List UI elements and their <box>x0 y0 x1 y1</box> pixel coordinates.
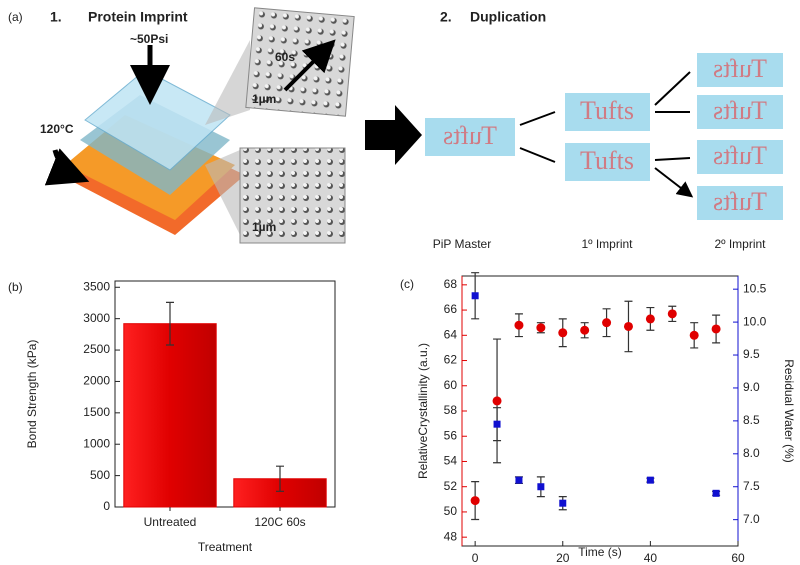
y-axis-title: RelativeCrystallinity (a.u.) <box>416 343 430 479</box>
y-tick-label: 2000 <box>83 374 110 388</box>
y-tick-label: 62 <box>444 353 458 367</box>
y-tick-label: 9.0 <box>743 380 760 394</box>
y-tick-label: 8.5 <box>743 413 760 427</box>
point <box>646 476 654 484</box>
scale-label: 1µm <box>252 92 276 106</box>
step-number: 1. <box>50 9 62 25</box>
scale-label: 1µm <box>252 220 276 234</box>
stage-label: 1º Imprint <box>581 237 633 251</box>
point <box>559 499 567 507</box>
x-axis-title: Time (s) <box>578 545 622 559</box>
stage-label: 2º Imprint <box>714 237 766 251</box>
y-tick-label: 54 <box>444 454 458 468</box>
point <box>712 489 720 497</box>
y-tick-label: 10.0 <box>743 314 767 328</box>
stamps <box>425 53 783 220</box>
y-tick-label: 64 <box>444 327 458 341</box>
plot-frame <box>114 280 336 508</box>
point <box>493 420 501 428</box>
temperature-label: 120°C <box>40 122 74 136</box>
x-tick-label: 40 <box>644 551 658 565</box>
imprint-stack <box>44 7 355 244</box>
big-arrow <box>365 105 422 165</box>
point <box>536 323 546 333</box>
x-axis-title: Treatment <box>198 540 253 554</box>
x-tick-label: 20 <box>556 551 570 565</box>
y-tick-label: 7.0 <box>743 512 760 526</box>
error-bar <box>166 301 174 346</box>
y-tick-label: 60 <box>444 378 458 392</box>
y-tick-label: 10.5 <box>743 281 767 295</box>
y-tick-label: 9.5 <box>743 347 760 361</box>
stamp-text: Tufts <box>713 96 767 125</box>
x-tick-label: 120C 60s <box>254 515 305 529</box>
bar <box>123 323 217 508</box>
step-title: Duplication <box>470 9 546 25</box>
point <box>645 314 655 324</box>
point <box>537 483 545 491</box>
step-title: Protein Imprint <box>88 9 188 25</box>
y-tick-label: 0 <box>103 499 110 513</box>
stamp-text: Tufts <box>443 121 497 150</box>
stamp-text: Tufts <box>580 96 634 125</box>
point <box>492 396 502 406</box>
point <box>580 325 590 335</box>
point <box>689 330 699 340</box>
y-tick-label: 52 <box>444 479 458 493</box>
point <box>558 328 568 338</box>
panel-label: (a) <box>8 10 23 24</box>
panel-label: (b) <box>8 280 23 294</box>
y-tick-label: 2500 <box>83 342 110 356</box>
error-bar <box>276 465 284 492</box>
y-axis-title: Bond Strength (kPa) <box>25 340 39 449</box>
time-label: 60s <box>275 50 295 64</box>
plot-frame <box>461 275 739 547</box>
point <box>623 321 633 331</box>
y-tick-label: 7.5 <box>743 479 760 493</box>
y-tick-label: 48 <box>444 529 458 543</box>
y-tick-label: 50 <box>444 504 458 518</box>
y-tick-label: 68 <box>444 277 458 291</box>
y-tick-label: 56 <box>444 428 458 442</box>
stamp-text: Tufts <box>713 141 767 170</box>
y-tick-label: 500 <box>90 468 110 482</box>
point <box>711 324 721 334</box>
point <box>602 318 612 328</box>
y-tick-label: 58 <box>444 403 458 417</box>
stamp-text: Tufts <box>580 146 634 175</box>
x-tick-label: 0 <box>472 551 479 565</box>
y-tick-label: 1500 <box>83 405 110 419</box>
panel-label: (c) <box>400 277 414 291</box>
x-tick-label: 60 <box>731 551 745 565</box>
point <box>471 292 479 300</box>
point <box>667 309 677 319</box>
x-tick-label: Untreated <box>144 515 197 529</box>
stage-label: PiP Master <box>433 237 491 251</box>
point <box>514 320 524 330</box>
step-number: 2. <box>440 9 452 25</box>
pressure-label: ~50Psi <box>130 32 168 46</box>
stamp-text: Tufts <box>713 187 767 216</box>
y-tick-label: 3000 <box>83 311 110 325</box>
y-tick-label: 8.0 <box>743 446 760 460</box>
point <box>470 496 480 506</box>
y-tick-label: 1000 <box>83 436 110 450</box>
y2-axis-title: Residual Water (%) <box>782 359 796 463</box>
point <box>515 476 523 484</box>
y-tick-label: 66 <box>444 302 458 316</box>
y-tick-label: 3500 <box>83 279 110 293</box>
stamp-text: Tufts <box>713 54 767 83</box>
